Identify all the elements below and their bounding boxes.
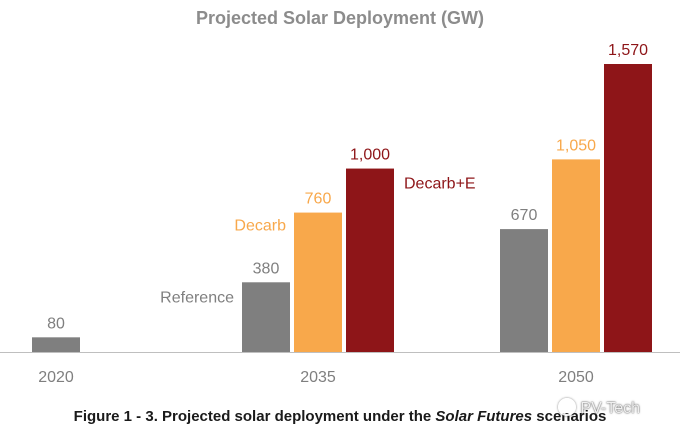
x-tick-label-2035: 2035 [300, 369, 336, 386]
bar-chart: Projected Solar Deployment (GW) 80 2020 380… [0, 8, 680, 386]
chart-title: Projected Solar Deployment (GW) [196, 8, 484, 28]
bar-2050-decarb [552, 159, 600, 352]
figure-caption: Figure 1 - 3. Projected solar deployment… [0, 408, 680, 425]
watermark-text: PV-Tech [580, 400, 640, 417]
bar-2050-reference [500, 229, 548, 352]
data-label-2035-decarb: 760 [305, 191, 332, 208]
watermark: PV-Tech [558, 398, 640, 418]
data-label-2035-decarb-e: 1,000 [350, 147, 390, 164]
data-label-2035-reference: 380 [253, 260, 280, 277]
bar-2035-decarb-e [346, 168, 394, 352]
x-tick-label-2050: 2050 [558, 369, 594, 386]
bar-2050-decarb-e [604, 64, 652, 352]
data-label-2020-reference: 80 [47, 315, 65, 332]
data-label-2050-decarb-e: 1,570 [608, 42, 648, 59]
bar-2035-reference [242, 282, 290, 352]
caption-italic: Solar Futures [435, 408, 533, 425]
caption-suffix: scenarios [532, 408, 607, 425]
pv-tech-logo-icon [558, 398, 577, 416]
caption-prefix: Figure 1 - 3. Projected solar deployment… [73, 408, 436, 425]
data-label-2050-decarb: 1,050 [556, 137, 596, 154]
bar-2020-reference [32, 337, 80, 352]
series-label-decarb: Decarb [234, 218, 286, 235]
series-label-reference: Reference [160, 289, 234, 306]
series-label-decarb-e: Decarb+E [404, 176, 476, 193]
bar-2035-decarb [294, 212, 342, 352]
x-tick-label-2020: 2020 [38, 369, 74, 386]
data-label-2050-reference: 670 [511, 207, 538, 224]
